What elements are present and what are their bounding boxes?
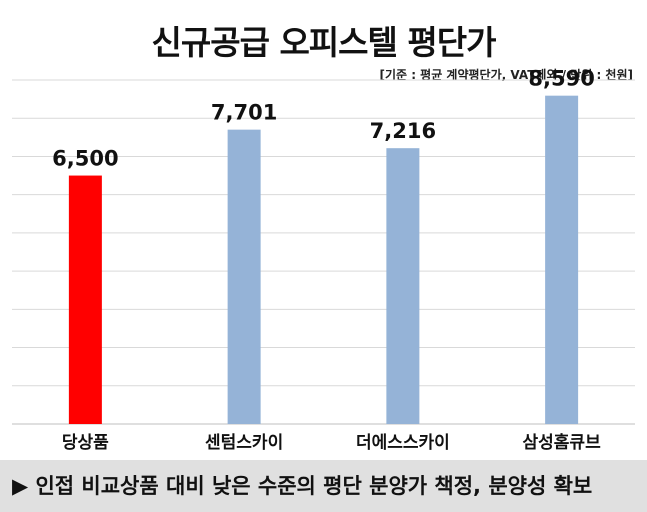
triangle-marker-icon: ▶ bbox=[12, 474, 29, 498]
summary-banner: ▶ 인접 비교상품 대비 낮은 수준의 평단 분양가 책정, 분양성 확보 bbox=[0, 460, 647, 512]
summary-text: ▶ 인접 비교상품 대비 낮은 수준의 평단 분양가 책정, 분양성 확보 bbox=[12, 470, 592, 500]
value-label: 6,500 bbox=[52, 147, 118, 171]
unit-note: [기준 : 평균 계약평단가, VAT제외 / 단위 : 천원] bbox=[379, 68, 633, 82]
category-label: 당상품 bbox=[62, 433, 109, 453]
bar bbox=[68, 175, 102, 424]
value-labels: 6,500 7,701 7,216 8,590 bbox=[52, 67, 595, 171]
value-label: 7,216 bbox=[370, 119, 436, 143]
value-label: 7,701 bbox=[211, 101, 277, 125]
gridlines bbox=[12, 79, 635, 425]
category-label: 삼성홈큐브 bbox=[523, 432, 602, 453]
bar bbox=[545, 95, 579, 424]
bars bbox=[68, 95, 579, 424]
chart-title: 신규공급 오피스텔 평단가 bbox=[151, 23, 497, 62]
category-label: 센텀스카이 bbox=[205, 433, 283, 453]
summary-label: 인접 비교상품 대비 낮은 수준의 평단 분양가 책정, 분양성 확보 bbox=[35, 474, 593, 498]
bar bbox=[386, 148, 420, 424]
category-label: 더에스스카이 bbox=[356, 433, 450, 453]
bar-chart: 6,500 7,701 7,216 8,590 당상품 센텀스카이 더에스스카이 삼성홈큐브 bbox=[12, 67, 635, 453]
category-labels: 당상품 센텀스카이 더에스스카이 삼성홈큐브 bbox=[62, 432, 601, 453]
value-label: 8,590 bbox=[528, 67, 594, 91]
bar bbox=[227, 129, 261, 424]
